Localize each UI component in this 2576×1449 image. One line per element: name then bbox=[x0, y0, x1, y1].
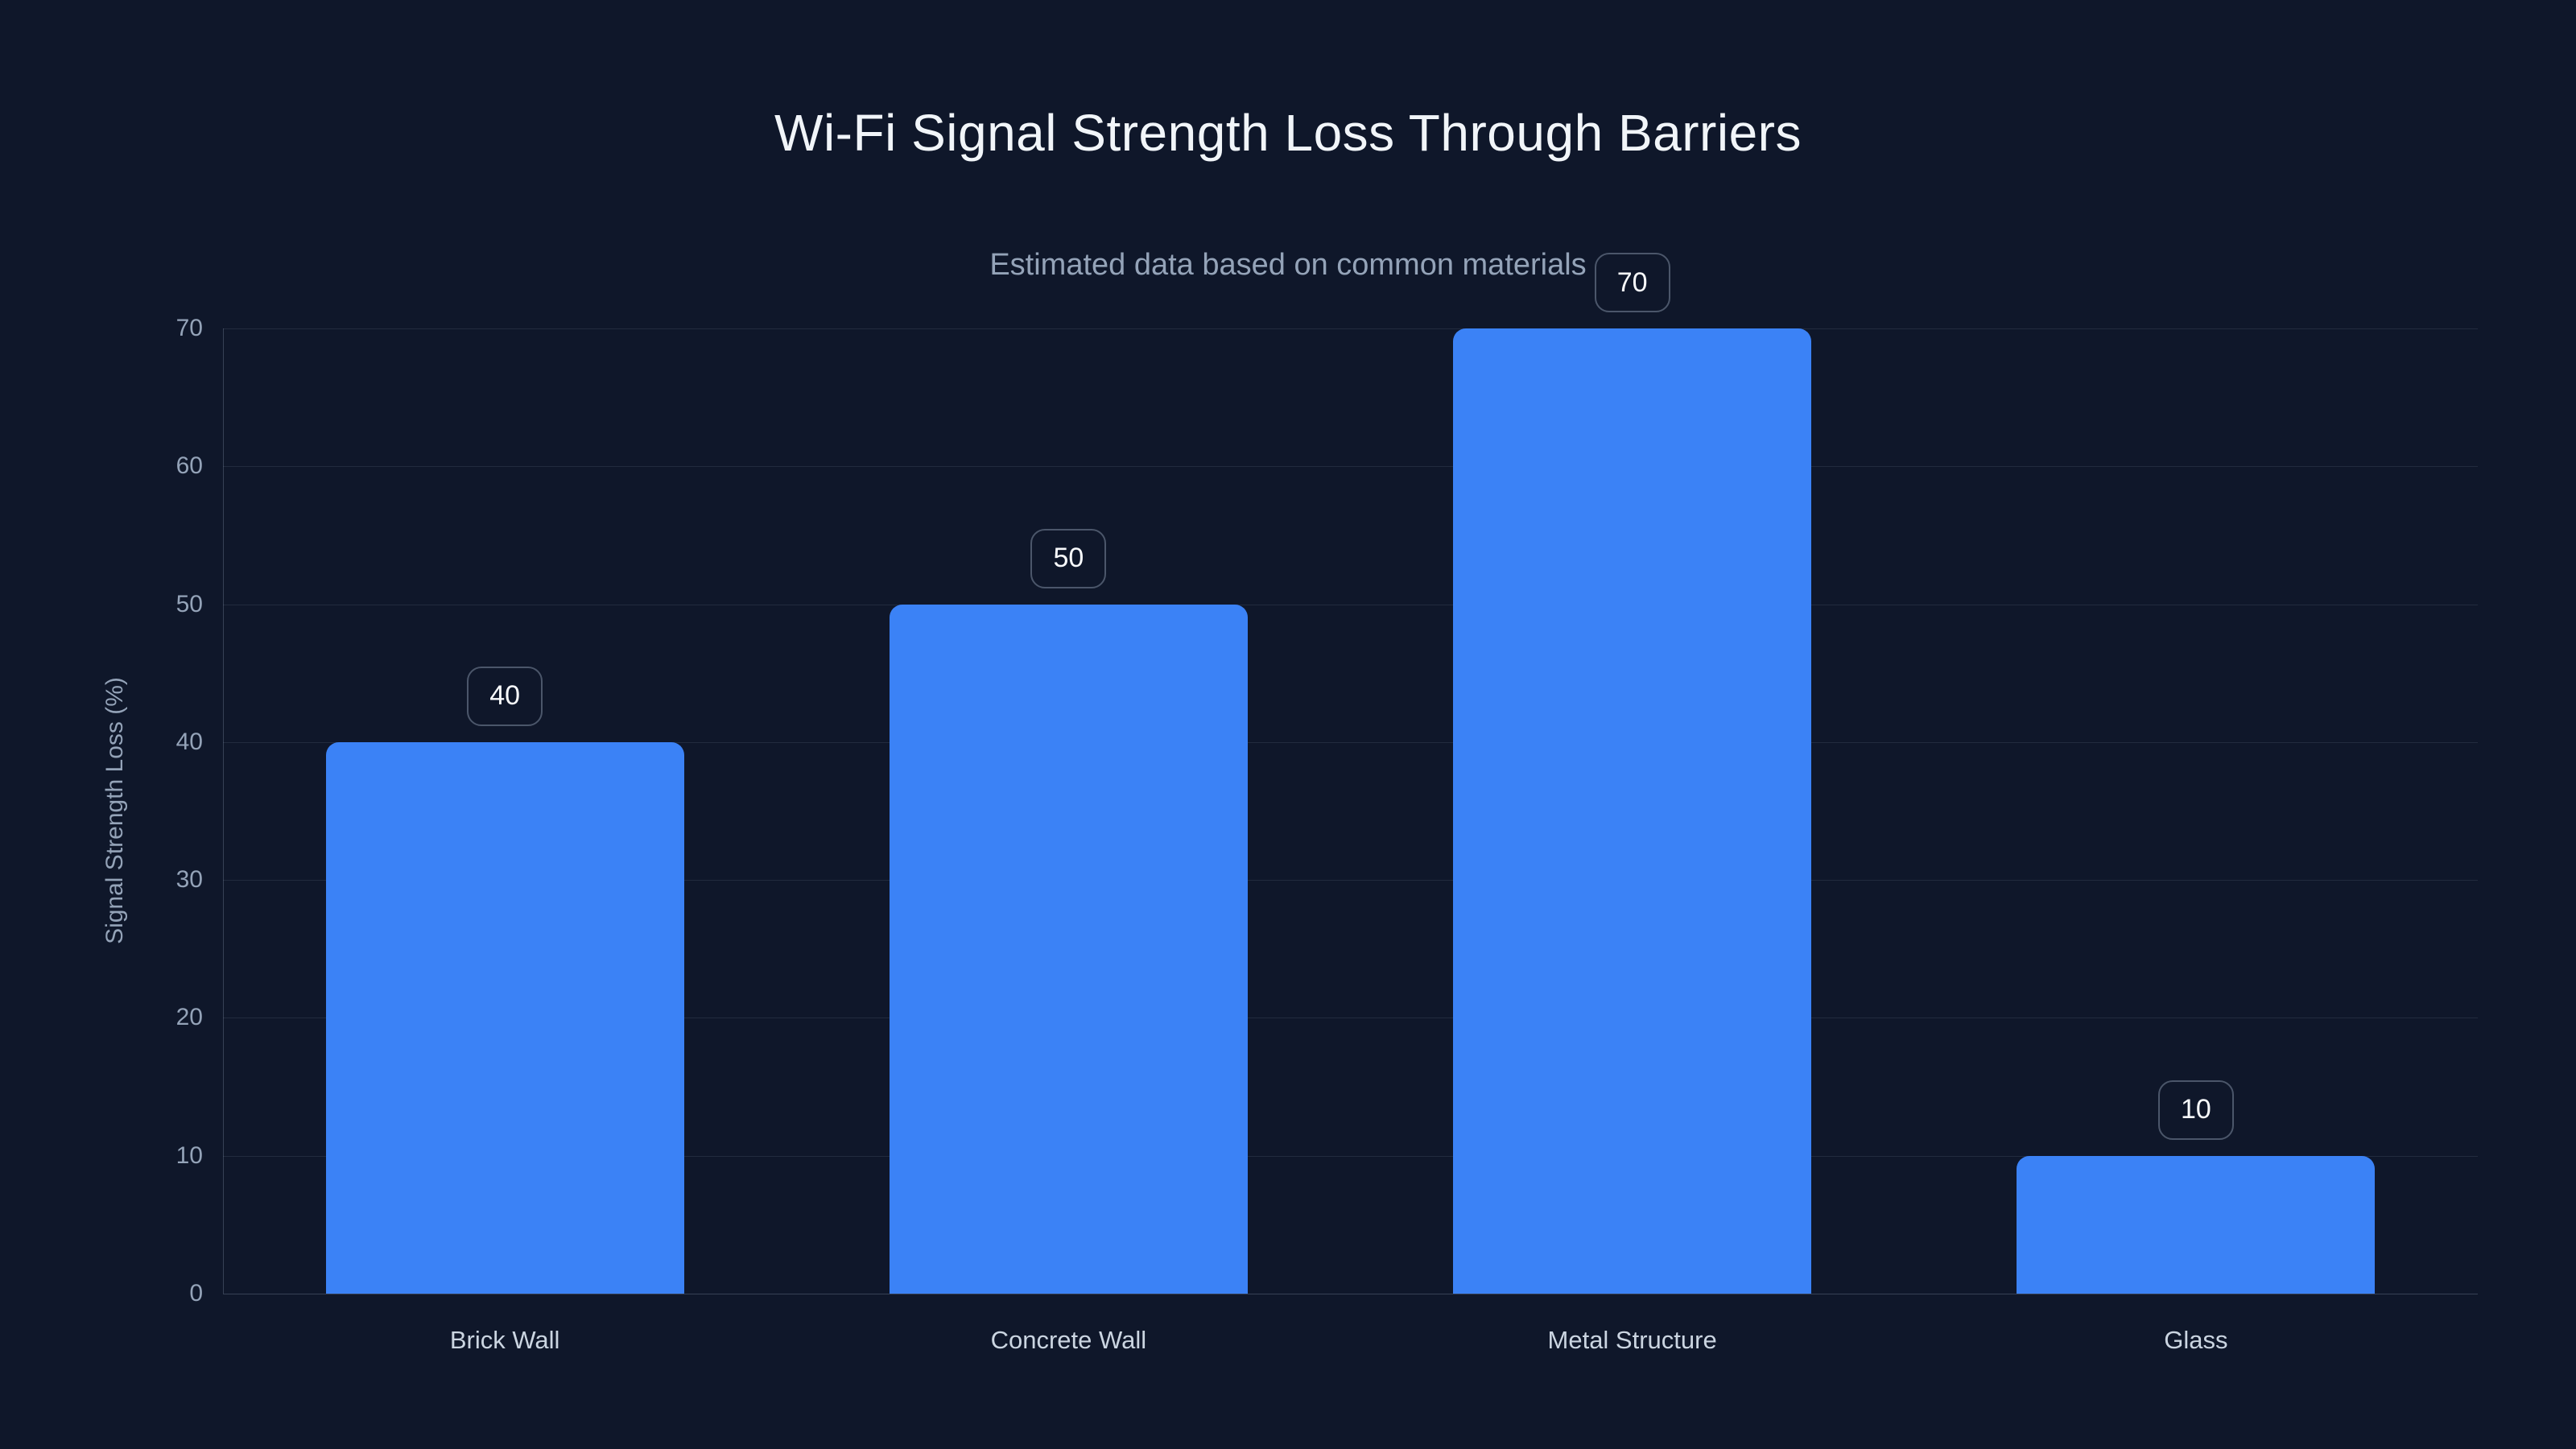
chart-title: Wi-Fi Signal Strength Loss Through Barri… bbox=[774, 104, 1802, 162]
value-badge-concrete-wall: 50 bbox=[1030, 528, 1107, 588]
x-label-concrete-wall: Concrete Wall bbox=[990, 1326, 1147, 1354]
value-badge-brick-wall: 40 bbox=[467, 666, 543, 726]
y-tick-20: 20 bbox=[175, 1004, 203, 1031]
y-tick-40: 40 bbox=[175, 728, 203, 755]
value-badge-metal-structure: 70 bbox=[1594, 253, 1670, 312]
y-tick-70: 70 bbox=[175, 315, 203, 341]
bar-concrete-wall bbox=[889, 604, 1248, 1294]
x-label-glass: Glass bbox=[2164, 1326, 2228, 1354]
y-tick-30: 30 bbox=[175, 866, 203, 894]
gridline-30 bbox=[223, 880, 2478, 881]
y-tick-10: 10 bbox=[175, 1141, 203, 1169]
bar-brick-wall bbox=[325, 741, 684, 1294]
y-tick-60: 60 bbox=[175, 452, 203, 480]
gridline-60 bbox=[223, 466, 2478, 468]
x-label-metal-structure: Metal Structure bbox=[1547, 1326, 1717, 1354]
bar-metal-structure bbox=[1453, 328, 1812, 1294]
gridline-40 bbox=[223, 741, 2478, 743]
y-axis-line bbox=[223, 328, 224, 1294]
value-badge-glass: 10 bbox=[2157, 1080, 2234, 1140]
bar-glass bbox=[2017, 1155, 2376, 1294]
y-tick-50: 50 bbox=[175, 590, 203, 617]
y-tick-0: 0 bbox=[189, 1280, 203, 1307]
gridline-10 bbox=[223, 1155, 2478, 1157]
chart-subtitle: Estimated data based on common materials bbox=[989, 248, 1587, 282]
x-label-brick-wall: Brick Wall bbox=[449, 1326, 560, 1354]
gridline-70 bbox=[223, 328, 2478, 329]
y-axis-title: Signal Strength Loss (%) bbox=[101, 677, 128, 944]
